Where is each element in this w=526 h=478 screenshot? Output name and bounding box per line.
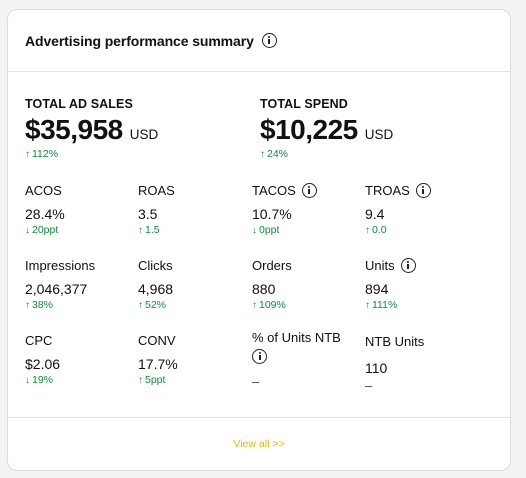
card-body: TOTAL AD SALES $35,958 USD ↑ 112% TOTAL S…	[8, 72, 510, 416]
metric-label: CPC	[25, 333, 53, 348]
metric-value: 10.7%	[252, 206, 292, 222]
metric-value: 880	[252, 281, 276, 297]
metric-ntb-units: NTB Units 110 –	[365, 334, 424, 393]
card-title: Advertising performance summary	[25, 32, 254, 49]
metric-value: 17.7%	[138, 356, 178, 372]
arrow-down-icon: ↓	[252, 225, 257, 236]
metric-pct-units-ntb: % of Units NTB –	[252, 330, 341, 389]
arrow-up-icon: ↑	[138, 375, 143, 386]
arrow-up-icon: ↑	[138, 300, 143, 311]
arrow-up-icon: ↑	[138, 225, 143, 236]
metric-units: Units 894 ↑ 111%	[365, 258, 416, 311]
metric-dash: –	[365, 378, 373, 393]
metric-delta: ↑ 5ppt	[138, 374, 166, 386]
metric-label: Orders	[252, 258, 292, 273]
total-ad-sales-value: $35,958	[25, 114, 123, 145]
metric-value: 894	[365, 281, 389, 297]
metric-label: % of Units NTB	[252, 330, 341, 345]
metric-delta: ↑ 0.0	[365, 224, 387, 236]
metric-value: $2.06	[25, 356, 61, 372]
metric-orders: Orders 880 ↑ 109%	[252, 258, 292, 311]
arrow-up-icon: ↑	[252, 300, 257, 311]
metric-label: TACOS	[252, 183, 317, 198]
metric-troas: TROAS 9.4 ↑ 0.0	[365, 183, 431, 236]
metric-label: NTB Units	[365, 334, 425, 349]
arrow-up-icon: ↑	[25, 149, 30, 160]
metric-cpc: CPC $2.06 ↓ 19%	[25, 333, 60, 386]
arrow-up-icon: ↑	[365, 300, 370, 311]
total-spend: TOTAL SPEND $10,225 USD ↑ 24%	[260, 97, 393, 160]
info-icon[interactable]	[415, 183, 431, 198]
arrow-up-icon: ↑	[365, 225, 370, 236]
info-icon[interactable]	[400, 258, 416, 273]
metric-label: Units	[365, 258, 416, 273]
performance-summary-card: Advertising performance summary TOTAL AD…	[7, 9, 511, 471]
total-spend-unit: USD	[364, 127, 394, 142]
metric-clicks: Clicks 4,968 ↑ 52%	[138, 258, 173, 311]
arrow-up-icon: ↑	[25, 300, 30, 311]
card-header: Advertising performance summary	[8, 10, 510, 72]
total-ad-sales-delta: ↑ 112%	[25, 148, 59, 160]
metric-delta: ↓ 0ppt	[252, 224, 280, 236]
metric-label: Impressions	[25, 258, 96, 273]
metric-conv: CONV 17.7% ↑ 5ppt	[138, 333, 178, 386]
metric-delta: ↓ 20ppt	[25, 224, 59, 236]
metric-value: 28.4%	[25, 206, 65, 222]
metric-delta: ↓ 19%	[25, 374, 54, 386]
metric-value: –	[252, 374, 260, 389]
metric-tacos: TACOS 10.7% ↓ 0ppt	[252, 183, 317, 236]
arrow-up-icon: ↑	[260, 149, 265, 160]
metric-value: 9.4	[365, 206, 385, 222]
metric-label: CONV	[138, 333, 176, 348]
metric-value: 4,968	[138, 281, 174, 297]
total-ad-sales-label: TOTAL AD SALES	[25, 97, 133, 111]
metric-label: ROAS	[138, 183, 175, 198]
card-footer: View all >>	[8, 417, 510, 470]
metric-delta: ↑ 38%	[25, 299, 54, 311]
metric-value: 2,046,377	[25, 281, 88, 297]
arrow-down-icon: ↓	[25, 375, 30, 386]
view-all-link[interactable]: View all >>	[233, 438, 285, 450]
total-ad-sales: TOTAL AD SALES $35,958 USD ↑ 112%	[25, 97, 158, 160]
metric-acos: ACOS 28.4% ↓ 20ppt	[25, 183, 65, 236]
metric-label: ACOS	[25, 183, 62, 198]
total-spend-value: $10,225	[260, 114, 358, 145]
metric-value: 3.5	[138, 206, 158, 222]
metric-impressions: Impressions 2,046,377 ↑ 38%	[25, 258, 95, 311]
total-ad-sales-unit: USD	[129, 127, 159, 142]
info-icon[interactable]	[252, 349, 267, 365]
metric-delta: ↑ 52%	[138, 299, 167, 311]
total-spend-label: TOTAL SPEND	[260, 97, 348, 111]
info-icon[interactable]	[301, 183, 317, 198]
metric-delta: ↑ 1.5	[138, 224, 160, 236]
arrow-down-icon: ↓	[25, 225, 30, 236]
metric-delta: ↑ 109%	[252, 299, 286, 311]
metric-label: Clicks	[138, 258, 173, 273]
metric-roas: ROAS 3.5 ↑ 1.5	[138, 183, 175, 236]
metric-value: 110	[365, 360, 388, 376]
metric-label: TROAS	[365, 183, 431, 198]
info-icon[interactable]	[261, 33, 277, 48]
total-spend-delta: ↑ 24%	[260, 148, 289, 160]
metric-delta: ↑ 111%	[365, 299, 398, 311]
